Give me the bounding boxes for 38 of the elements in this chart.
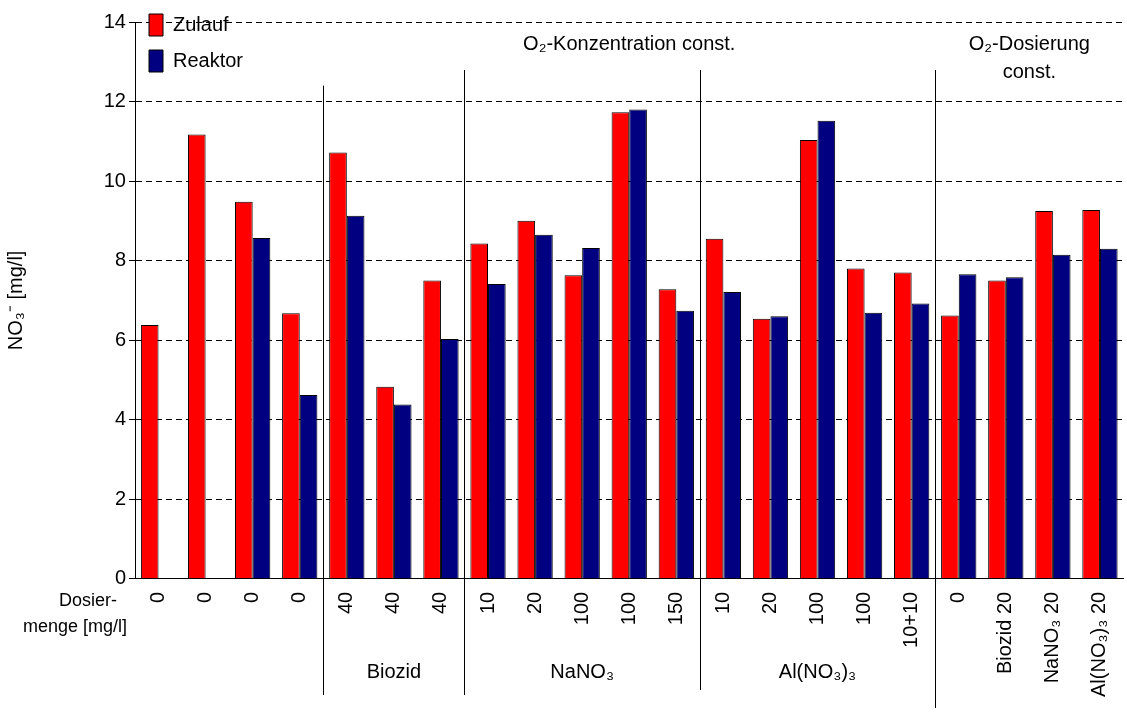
- y-tick-label: 4: [114, 407, 126, 430]
- text: NaNO₃: [550, 659, 615, 682]
- y-tick-label: 12: [103, 89, 126, 112]
- y-tick-label: 14: [103, 9, 126, 32]
- annotation: O₂-Konzentration const.: [523, 31, 736, 54]
- x-tick-label: Al(NO₃)₃ 20: [1087, 591, 1110, 698]
- y-tick-label: 10: [103, 168, 126, 191]
- y-tick-label: 6: [114, 327, 126, 350]
- legend-label: Zulauf: [173, 12, 230, 35]
- x-tick-label: 100: [852, 591, 875, 626]
- text: Dosier-menge [mg/l]: [22, 589, 127, 636]
- y-tick-label: 0: [114, 566, 126, 589]
- x-tick-label: 100: [569, 591, 592, 626]
- x-tick-label: 0: [193, 591, 216, 603]
- x-tick-label: 40: [334, 591, 357, 615]
- x-tick-label: 100: [616, 591, 639, 626]
- x-tick-label: 0: [146, 591, 169, 603]
- x-tick-label: 150: [663, 591, 686, 626]
- x-tick-label: 100: [805, 591, 828, 626]
- y-axis-title: NO₃⁻ [mg/l]: [3, 250, 26, 351]
- x-tick-label: 10: [475, 591, 498, 615]
- x-tick-label: 10+10: [899, 591, 922, 648]
- x-tick-label: 40: [428, 591, 451, 615]
- text: Biozid: [366, 659, 422, 682]
- x-tick-label: 20: [522, 591, 545, 615]
- x-tick-label: 20: [757, 591, 780, 615]
- legend-label: Reaktor: [173, 48, 244, 71]
- x-tick-label: 0: [287, 591, 310, 603]
- x-tick-label: 0: [240, 591, 263, 603]
- x-tick-label: 40: [381, 591, 404, 615]
- y-tick-label: 8: [114, 248, 126, 271]
- y-tick-label: 2: [114, 486, 126, 509]
- annotation: O₂-Dosierung const.: [968, 31, 1090, 82]
- text: Al(NO₃)₃: [778, 659, 857, 682]
- x-tick-label: Biozid 20: [993, 591, 1016, 675]
- x-tick-label: 0: [946, 591, 969, 603]
- x-tick-label: 10: [710, 591, 733, 615]
- x-tick-label: NaNO₃ 20: [1040, 591, 1063, 684]
